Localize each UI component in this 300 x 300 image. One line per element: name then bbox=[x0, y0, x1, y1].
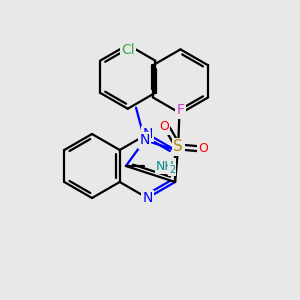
Text: 2: 2 bbox=[169, 165, 175, 175]
Text: F: F bbox=[176, 103, 184, 117]
Text: S: S bbox=[173, 140, 183, 154]
Text: O: O bbox=[198, 142, 208, 155]
Text: N: N bbox=[142, 127, 153, 141]
Text: O: O bbox=[159, 120, 169, 134]
Text: Cl: Cl bbox=[121, 43, 134, 57]
Text: N: N bbox=[140, 133, 150, 147]
Text: N: N bbox=[142, 191, 153, 205]
Text: NH: NH bbox=[156, 160, 175, 172]
